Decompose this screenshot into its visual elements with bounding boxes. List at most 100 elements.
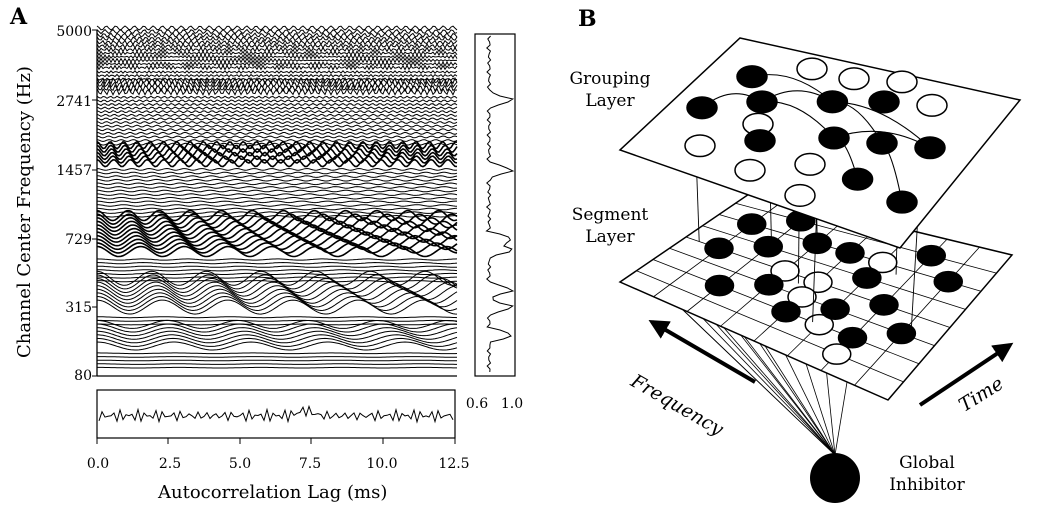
panel-b-label: B xyxy=(578,6,597,32)
correlogram-trace xyxy=(97,356,457,358)
segment-oscillator-active xyxy=(852,267,882,289)
correlogram-trace xyxy=(96,277,458,294)
correlogram-trace xyxy=(97,269,458,272)
correlogram-trace xyxy=(96,87,458,96)
segment-oscillator-active xyxy=(704,237,734,260)
correlogram-trace xyxy=(96,106,458,110)
correlogram-trace xyxy=(96,124,458,128)
correlogram-trace xyxy=(96,193,458,196)
time-arrow xyxy=(918,342,1014,407)
correlogram-trace xyxy=(96,25,458,31)
grouping-oscillator-active xyxy=(746,90,778,114)
correlogram-trace xyxy=(96,128,458,132)
correlogram-trace xyxy=(96,142,458,146)
panel-a-label: A xyxy=(10,4,28,30)
segment-oscillator-active xyxy=(933,270,963,293)
correlogram-trace xyxy=(96,39,458,46)
correlogram-trace xyxy=(96,334,458,344)
network-diagram xyxy=(618,37,1022,503)
segment-oscillator-active xyxy=(837,326,868,349)
correlogram-trace xyxy=(96,95,458,99)
grouping-oscillator-active xyxy=(816,90,849,114)
grouping-oscillator-active xyxy=(868,90,900,114)
correlogram-trace xyxy=(96,60,458,68)
correlogram-trace xyxy=(96,53,458,60)
correlogram-trace xyxy=(96,64,458,71)
correlogram-trace xyxy=(96,231,458,243)
correlogram-trace xyxy=(97,323,457,326)
correlogram-trace xyxy=(96,234,458,247)
correlogram-trace xyxy=(96,270,458,286)
correlogram xyxy=(92,25,516,444)
segment-oscillator-active xyxy=(886,322,917,345)
inhibitor-connection xyxy=(761,340,836,456)
correlogram-trace xyxy=(96,46,458,53)
correlogram-trace xyxy=(96,135,458,139)
correlogram-trace xyxy=(96,144,458,154)
correlogram-trace xyxy=(96,299,458,315)
grouping-oscillator-inactive xyxy=(838,67,870,91)
correlogram-trace xyxy=(96,178,458,182)
summary-correlogram-curve xyxy=(98,404,454,424)
inhibitor-connection xyxy=(804,359,836,456)
correlogram-trace xyxy=(96,323,458,333)
correlogram-trace xyxy=(96,99,458,103)
correlogram-trace xyxy=(96,288,458,304)
correlogram-trace xyxy=(96,175,458,178)
correlogram-trace xyxy=(96,204,458,207)
grouping-layer-label: Grouping Layer xyxy=(569,69,651,111)
correlogram-trace xyxy=(96,207,458,211)
correlogram-trace xyxy=(96,73,458,78)
correlogram-trace xyxy=(96,211,458,214)
side-tick-1-0: 1.0 xyxy=(500,396,524,412)
inhibitor-connection xyxy=(834,378,849,456)
correlogram-trace xyxy=(96,214,458,218)
correlogram-trace xyxy=(96,200,457,204)
correlogram-trace xyxy=(96,261,458,265)
grouping-oscillator-active xyxy=(686,96,718,120)
grouping-oscillator-active xyxy=(886,190,918,214)
grouping-oscillator-inactive xyxy=(784,183,816,207)
correlogram-trace xyxy=(97,272,457,275)
segment-oscillator-active xyxy=(737,213,767,235)
correlogram-trace xyxy=(97,359,457,362)
segment-oscillator-inactive xyxy=(770,260,800,282)
correlogram-trace xyxy=(96,76,458,86)
segment-oscillator-active xyxy=(820,298,850,320)
correlogram-trace xyxy=(97,352,458,355)
grouping-oscillator-active xyxy=(744,129,776,153)
side-tick-0-6: 0.6 xyxy=(465,396,489,412)
correlogram-trace xyxy=(96,330,458,340)
global-inhibitor-label: Global Inhibitor xyxy=(889,453,965,495)
summary-correlogram-frame xyxy=(96,389,456,439)
segment-oscillator-active xyxy=(753,235,783,258)
grouping-oscillator-inactive xyxy=(916,93,948,117)
correlogram-trace xyxy=(97,366,457,369)
correlogram-trace xyxy=(96,102,458,107)
segment-oscillator-active xyxy=(754,273,784,296)
correlogram-trace xyxy=(96,189,458,193)
x-tick-10: 10.0 xyxy=(366,456,398,472)
inhibitor-connection xyxy=(825,369,836,456)
correlogram-trace xyxy=(96,196,458,200)
segment-layer-label: Segment Layer xyxy=(571,205,649,247)
grouping-oscillator-active xyxy=(841,167,874,191)
x-tick-5: 5.0 xyxy=(228,456,252,472)
y-tick-80: 80 xyxy=(74,368,92,384)
inhibitor-connection xyxy=(718,322,836,456)
correlogram-trace xyxy=(96,35,458,42)
summary-curve xyxy=(485,35,515,373)
segment-oscillator-active xyxy=(704,274,735,297)
correlogram-trace xyxy=(97,276,457,279)
correlogram-trace xyxy=(96,131,458,135)
correlogram-trace xyxy=(96,258,458,261)
correlogram-trace xyxy=(96,113,458,117)
y-tick-315: 315 xyxy=(65,300,92,316)
correlogram-trace xyxy=(96,327,458,337)
segment-oscillator-inactive xyxy=(787,286,817,308)
frequency-arrow xyxy=(648,319,757,384)
grouping-oscillator-inactive xyxy=(796,57,828,81)
correlogram-trace xyxy=(96,209,458,222)
grouping-oscillator-inactive xyxy=(734,158,766,182)
y-tick-729: 729 xyxy=(65,232,92,248)
